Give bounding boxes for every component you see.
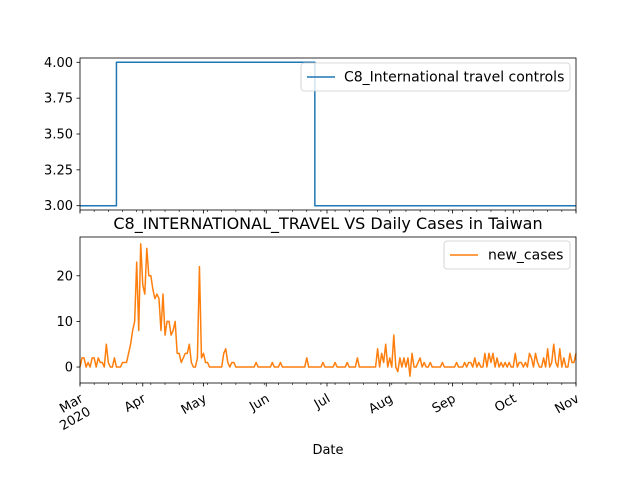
new-cases-axes-frame [79, 236, 577, 384]
travel-controls-legend-box [300, 62, 571, 92]
travel-controls-ytick-label: 3.00 [44, 199, 73, 214]
travel-controls-series-layer [80, 61, 576, 207]
new-cases-legend: new_cases [443, 240, 571, 270]
new-cases-ytick-label: 0 [65, 361, 73, 376]
travel-controls-plot: 3.00 3.25 3.50 3.75 4.00 C8_International tr… [44, 56, 577, 214]
travel-controls-ytick-label: 3.75 [44, 92, 73, 107]
chart-title: C8_INTERNATIONAL_TRAVEL VS Daily Cases i… [113, 214, 542, 234]
travel-controls-x-ticks [79, 210, 577, 214]
new-cases-line-0 [79, 243, 577, 377]
new-cases-series-layer [79, 243, 577, 377]
x-axis-label: Date [312, 443, 343, 458]
new-cases-xtick-label: Jul [311, 391, 333, 412]
travel-controls-legend: C8_International travel controls [300, 62, 571, 92]
new-cases-y-ticks: 0 10 20 [56, 269, 80, 376]
travel-controls-y-ticks: 3.00 3.25 3.50 3.75 4.00 [44, 56, 80, 214]
travel-controls-ytick-label: 3.50 [44, 128, 73, 143]
new-cases-ytick-label: 10 [56, 315, 73, 330]
travel-controls-legend-label: C8_International travel controls [344, 70, 564, 86]
travel-controls-ytick-label: 4.00 [44, 56, 73, 71]
travel-controls-ytick-label: 3.25 [44, 163, 73, 178]
travel-controls-line-0 [80, 61, 576, 207]
new-cases-ytick-label: 20 [56, 269, 73, 284]
new-cases-legend-box [443, 240, 571, 270]
new-cases-legend-label: new_cases [488, 248, 563, 264]
